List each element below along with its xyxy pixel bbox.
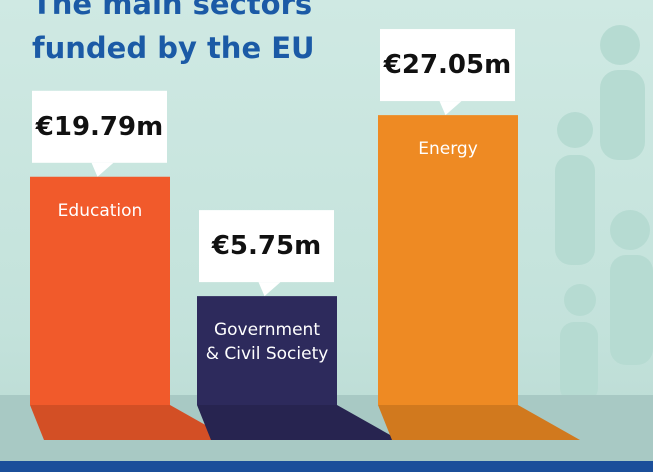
background-figures — [555, 25, 653, 402]
value-label-box — [199, 210, 334, 283]
value-label-pointer — [439, 101, 462, 116]
value-label: €19.79m — [35, 111, 164, 142]
chart-title: The main sectors funded by the EU — [32, 0, 315, 65]
bottom-strip — [0, 461, 653, 472]
bar-shadow — [197, 405, 399, 440]
value-label: €5.75m — [211, 231, 322, 262]
value-label-box — [380, 29, 515, 102]
value-label-pointer — [258, 282, 281, 297]
category-label: Government & Civil Society — [205, 320, 329, 365]
value-label-pointer — [91, 162, 114, 177]
bar — [378, 115, 580, 440]
value-label: €27.05m — [383, 50, 512, 81]
bar-shadow — [30, 405, 232, 440]
category-label: Energy — [418, 139, 478, 160]
category-label: Education — [57, 200, 143, 221]
bar — [30, 176, 232, 440]
value-label-box — [32, 90, 167, 163]
bar — [197, 296, 399, 440]
bar-shadow — [378, 405, 580, 440]
